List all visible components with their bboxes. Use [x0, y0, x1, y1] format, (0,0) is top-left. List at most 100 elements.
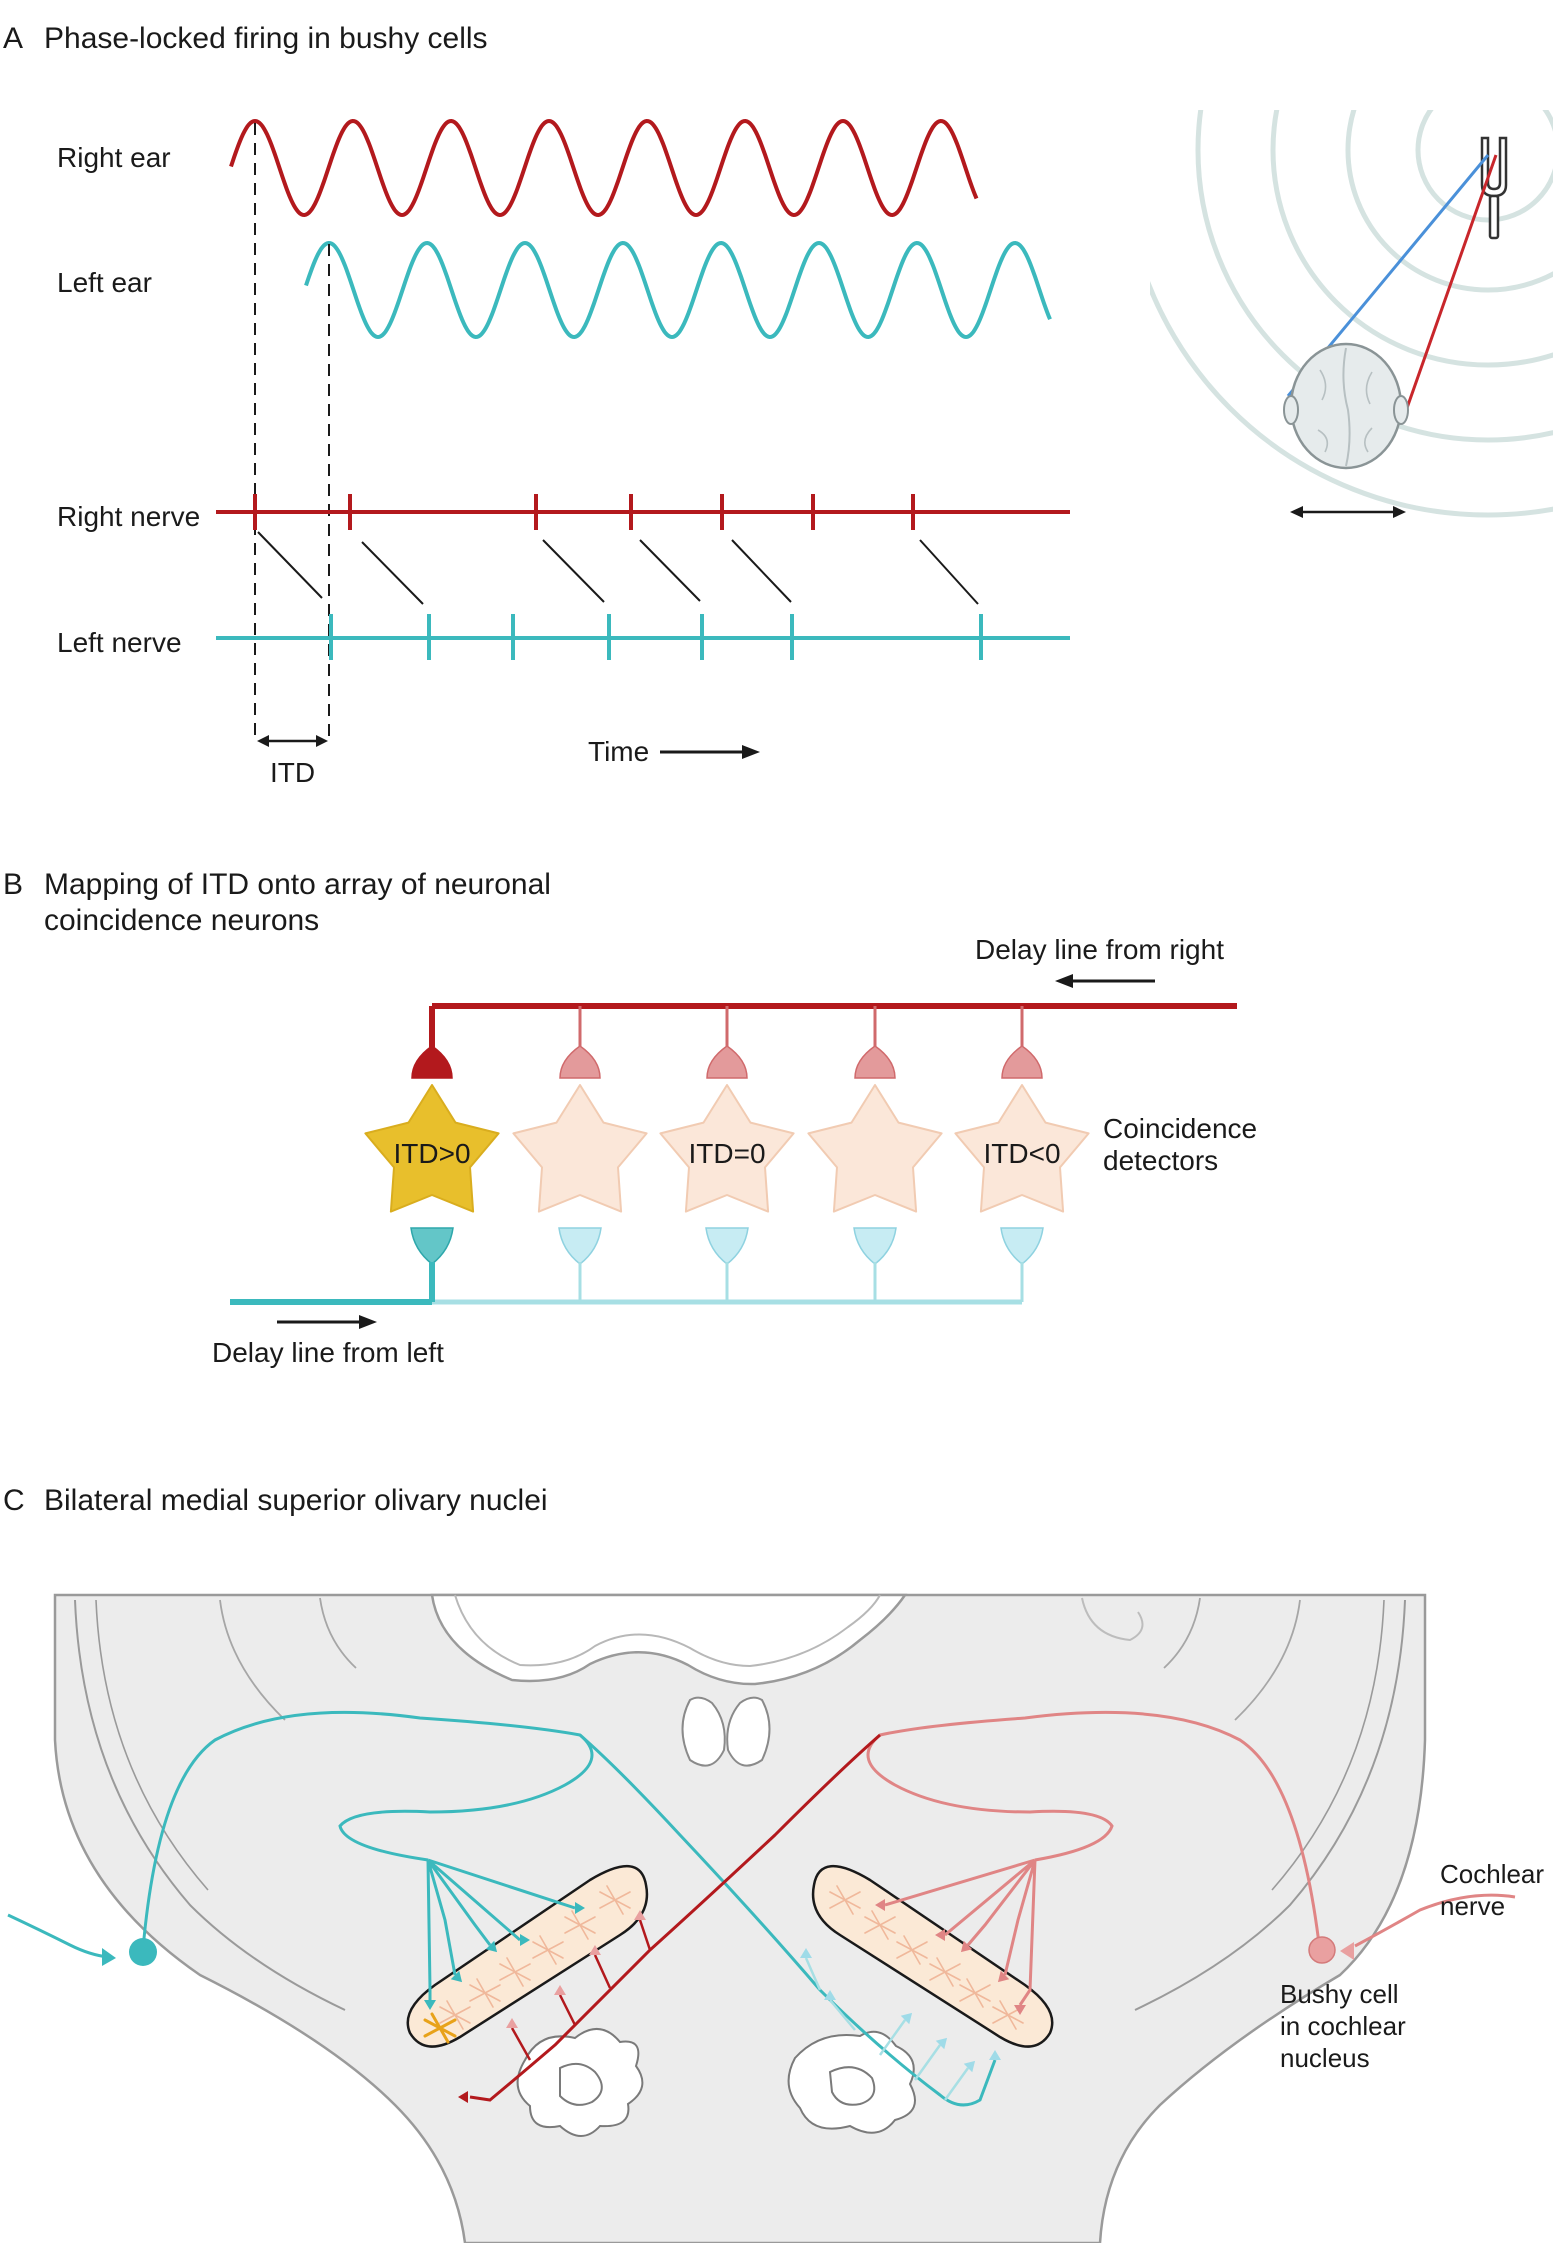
right-ear-waveform — [229, 118, 979, 218]
coincidence-unit-2: ITD=0 — [659, 1006, 795, 1302]
right-cross-terminal-2 — [554, 1985, 566, 1995]
coincidence-neuron-array: ITD>0 ITD=0 ITD<0 — [364, 1006, 1090, 1302]
neuron-label-0: ITD>0 — [393, 1138, 470, 1169]
spike-link-0 — [257, 531, 323, 599]
spike-delay-links — [257, 531, 979, 605]
right-cross-terminal-active — [458, 2091, 468, 2103]
right-synapse-1 — [559, 1045, 601, 1079]
panel-b: B Mapping of ITD onto array of neuronal … — [3, 868, 1257, 1368]
inferior-olive-right — [787, 2030, 916, 2134]
coincidence-neuron-4 — [954, 1084, 1090, 1213]
coincidence-label-line1: Coincidence — [1103, 1113, 1257, 1144]
right-synapse-3 — [854, 1045, 896, 1079]
coincidence-neuron-3 — [807, 1084, 943, 1213]
left-synapse-2 — [705, 1227, 749, 1265]
panel-c-letter: C — [3, 1484, 25, 1517]
left-pathway — [7, 1710, 997, 2107]
mso-left — [406, 1865, 649, 2048]
brainstem-contour-left — [74, 1599, 346, 2011]
delay-line-left-label: Delay line from left — [212, 1337, 444, 1368]
right-terminal-1 — [960, 1940, 973, 1953]
panel-a-letter: A — [3, 22, 23, 55]
panel-a: A Phase-locked firing in bushy cells Rig… — [3, 22, 1553, 788]
mso-left-cell-5 — [439, 2000, 471, 2030]
bushy-cell-label-line2: in cochlear — [1280, 2011, 1406, 2041]
left-light-terminal-4 — [963, 2060, 976, 2073]
panel-b-title-line1: Mapping of ITD onto array of neuronal — [44, 868, 551, 901]
mso-left-cell-4 — [469, 1978, 501, 2008]
time-arrow — [660, 745, 760, 759]
coincidence-unit-3 — [807, 1006, 943, 1302]
right-synapse-0 — [411, 1045, 453, 1079]
left-ear-label: Left ear — [57, 267, 152, 298]
time-label: Time — [588, 736, 649, 767]
brainstem-contour-right — [1134, 1599, 1406, 2011]
neuron-label-2: ITD=0 — [688, 1138, 765, 1169]
right-bushy-axon — [866, 1710, 1322, 1953]
panel-a-title: Phase-locked firing in bushy cells — [44, 22, 488, 55]
left-crossing-axon — [579, 1733, 997, 2107]
inferior-olive-left — [516, 2028, 644, 2137]
left-synapse-0 — [410, 1227, 454, 1265]
brainstem-section — [53, 1593, 1427, 2243]
left-light-terminal-1 — [824, 1990, 836, 2000]
mso-right-cell-0 — [829, 1885, 861, 1915]
mso-left-cell-0 — [599, 1885, 631, 1915]
right-cochlear-nerve — [1354, 1893, 1516, 1948]
right-ipsi-branches — [884, 1858, 1037, 2006]
neuron-label-4: ITD<0 — [983, 1138, 1060, 1169]
itd-label: ITD — [270, 757, 315, 788]
delay-right-arrow — [1055, 974, 1155, 988]
coincidence-neuron-1 — [512, 1084, 648, 1213]
coincidence-neuron-2 — [659, 1084, 795, 1213]
mso-neurons — [423, 1885, 1024, 2044]
right-terminal-4 — [1014, 2005, 1026, 2015]
left-nerve-label: Left nerve — [57, 627, 182, 658]
left-ear-waveform — [304, 240, 1052, 340]
mso-right-cell-4 — [959, 1978, 991, 2008]
right-cross-terminal-0 — [634, 1910, 646, 1920]
right-terminal-2 — [935, 1929, 945, 1941]
coincidence-unit-4: ITD<0 — [954, 1006, 1090, 1302]
coincidence-neuron-0 — [364, 1084, 500, 1213]
left-terminal-2 — [520, 1934, 530, 1946]
spike-link-2 — [542, 539, 605, 603]
mso-left-active-cell — [423, 2012, 457, 2044]
cochlear-nerve-label-line1: Cochlear — [1440, 1859, 1544, 1889]
spike-link-4 — [731, 539, 792, 603]
cochlear-nerve-label-line2: nerve — [1440, 1891, 1505, 1921]
panel-b-letter: B — [3, 868, 23, 901]
head-movement-arrow — [1290, 506, 1406, 518]
midline-nuclei — [681, 1696, 771, 1767]
left-terminal-1 — [485, 1940, 498, 1953]
left-light-terminal-5 — [989, 2050, 1001, 2060]
left-contralateral-terminals — [800, 1948, 1001, 2073]
left-light-terminal-2 — [900, 2012, 913, 2025]
left-terminal-4 — [424, 2000, 436, 2010]
left-light-branches — [804, 1957, 970, 2101]
left-nerve-spikes — [329, 614, 983, 660]
right-cross-terminal-3 — [506, 2018, 518, 2028]
left-bushy-cell — [102, 1938, 157, 1966]
bushy-cell-label-line1: Bushy cell — [1280, 1979, 1399, 2009]
sound-source-illustration — [1150, 110, 1553, 518]
spike-link-1 — [361, 541, 424, 605]
ventricle-floor — [454, 1594, 881, 1668]
brainstem-detail — [1081, 1597, 1144, 1642]
right-terminal-0 — [997, 1970, 1010, 1983]
brainstem-grooves-left — [219, 1597, 357, 1721]
panel-c: C Bilateral medial superior olivary nucl… — [3, 1484, 1544, 2243]
mso-right-cell-2 — [896, 1935, 928, 1965]
mso-left-cell-3 — [499, 1957, 531, 1987]
sound-rings — [1150, 110, 1553, 518]
delay-left-arrow — [277, 1315, 377, 1329]
left-terminal-3 — [575, 1902, 585, 1914]
left-ipsilateral-terminals — [424, 1902, 585, 2010]
right-bushy-cell — [1308, 1936, 1354, 1964]
bushy-cell-label-line3: nucleus — [1280, 2043, 1370, 2073]
right-contralateral-terminals — [458, 1910, 646, 2103]
mso-right-cell-1 — [864, 1910, 896, 1940]
right-cross-terminal-1 — [589, 1945, 601, 1955]
brainstem-contour-left-inner — [95, 1599, 209, 1891]
